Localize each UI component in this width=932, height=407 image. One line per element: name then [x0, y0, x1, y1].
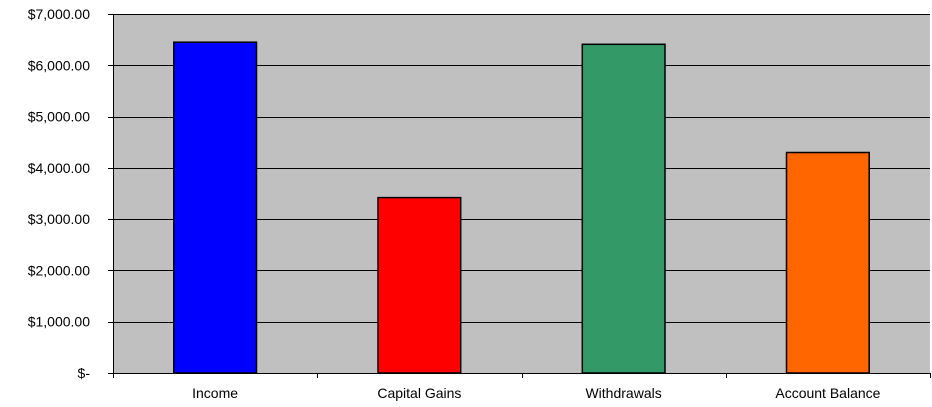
y-tick-label: $1,000.00 — [28, 314, 90, 330]
y-tick-label: $2,000.00 — [28, 262, 90, 278]
y-tick-label: $6,000.00 — [28, 57, 90, 73]
bar-account-balance — [785, 151, 870, 374]
y-tick-label: $4,000.00 — [28, 160, 90, 176]
y-tick-label: $3,000.00 — [28, 211, 90, 227]
x-tick-labels: Income Capital Gains Withdrawals Account Ba… — [192, 385, 881, 401]
x-tick-label: Withdrawals — [585, 385, 661, 401]
y-tick-label: $- — [78, 365, 91, 381]
bar-capital-gains — [377, 196, 462, 374]
axes — [108, 14, 931, 378]
y-tick-label: $5,000.00 — [28, 109, 90, 125]
y-tick-label: $7,000.00 — [28, 6, 90, 22]
y-tick-labels: $- $1,000.00 $2,000.00 $3,000.00 $4,000.00 $5… — [28, 6, 91, 381]
bar-withdrawals — [581, 43, 666, 374]
x-tick-label: Account Balance — [775, 385, 880, 401]
x-tick-label: Capital Gains — [377, 385, 461, 401]
x-tick-label: Income — [192, 385, 238, 401]
bar-income — [173, 41, 258, 374]
